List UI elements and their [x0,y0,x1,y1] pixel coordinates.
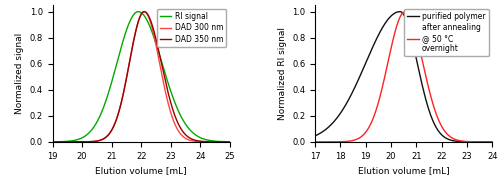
X-axis label: Elution volume [mL]: Elution volume [mL] [96,166,187,175]
after annealing
@ 50 °C
overnight [402,11,408,13]
DAD 300 nm [227,141,233,143]
RI signal [136,11,142,13]
Y-axis label: Normalized RI signal: Normalized RI signal [278,27,286,120]
DAD 350 nm [190,138,196,140]
RI signal [190,131,196,133]
Legend: purified polymer, after annealing
@ 50 °C
overnight: purified polymer, after annealing @ 50 °… [404,9,488,56]
purified polymer [394,11,400,13]
purified polymer [397,11,403,13]
RI signal [222,141,228,143]
DAD 350 nm [50,141,56,143]
Line: DAD 300 nm: DAD 300 nm [52,12,230,142]
DAD 300 nm [131,38,137,40]
DAD 350 nm [136,19,142,21]
after annealing
@ 50 °C
overnight [394,25,400,27]
DAD 300 nm [58,141,64,143]
RI signal [227,141,233,143]
DAD 300 nm [141,11,147,13]
DAD 350 nm [141,11,147,13]
RI signal [131,13,137,15]
after annealing
@ 50 °C
overnight [321,141,327,143]
DAD 300 nm [190,140,196,142]
purified polymer [490,141,496,143]
Y-axis label: Normalized signal: Normalized signal [15,33,24,114]
purified polymer [484,141,490,143]
Line: after annealing
@ 50 °C
overnight: after annealing @ 50 °C overnight [315,12,492,142]
after annealing
@ 50 °C
overnight [484,141,490,143]
X-axis label: Elution volume [mL]: Elution volume [mL] [358,166,450,175]
after annealing
@ 50 °C
overnight [312,141,318,143]
after annealing
@ 50 °C
overnight [484,141,490,143]
Legend: RI signal, DAD 300 nm, DAD 350 nm: RI signal, DAD 300 nm, DAD 350 nm [157,9,226,47]
Line: purified polymer: purified polymer [315,12,492,142]
purified polymer [321,130,327,132]
Line: DAD 350 nm: DAD 350 nm [52,12,230,142]
after annealing
@ 50 °C
overnight [398,14,404,16]
after annealing
@ 50 °C
overnight [452,138,458,140]
RI signal [135,11,141,13]
DAD 300 nm [222,141,228,143]
purified polymer [484,141,490,143]
RI signal [222,141,228,143]
purified polymer [312,135,318,137]
DAD 300 nm [222,141,228,143]
RI signal [50,141,56,143]
DAD 350 nm [227,141,233,143]
DAD 350 nm [131,38,137,40]
DAD 350 nm [222,141,228,143]
DAD 350 nm [222,141,228,143]
RI signal [58,141,64,143]
Line: RI signal: RI signal [52,12,230,142]
after annealing
@ 50 °C
overnight [490,141,496,143]
purified polymer [398,11,404,13]
purified polymer [452,140,458,142]
DAD 300 nm [50,141,56,143]
DAD 350 nm [58,141,64,143]
DAD 300 nm [136,19,142,21]
